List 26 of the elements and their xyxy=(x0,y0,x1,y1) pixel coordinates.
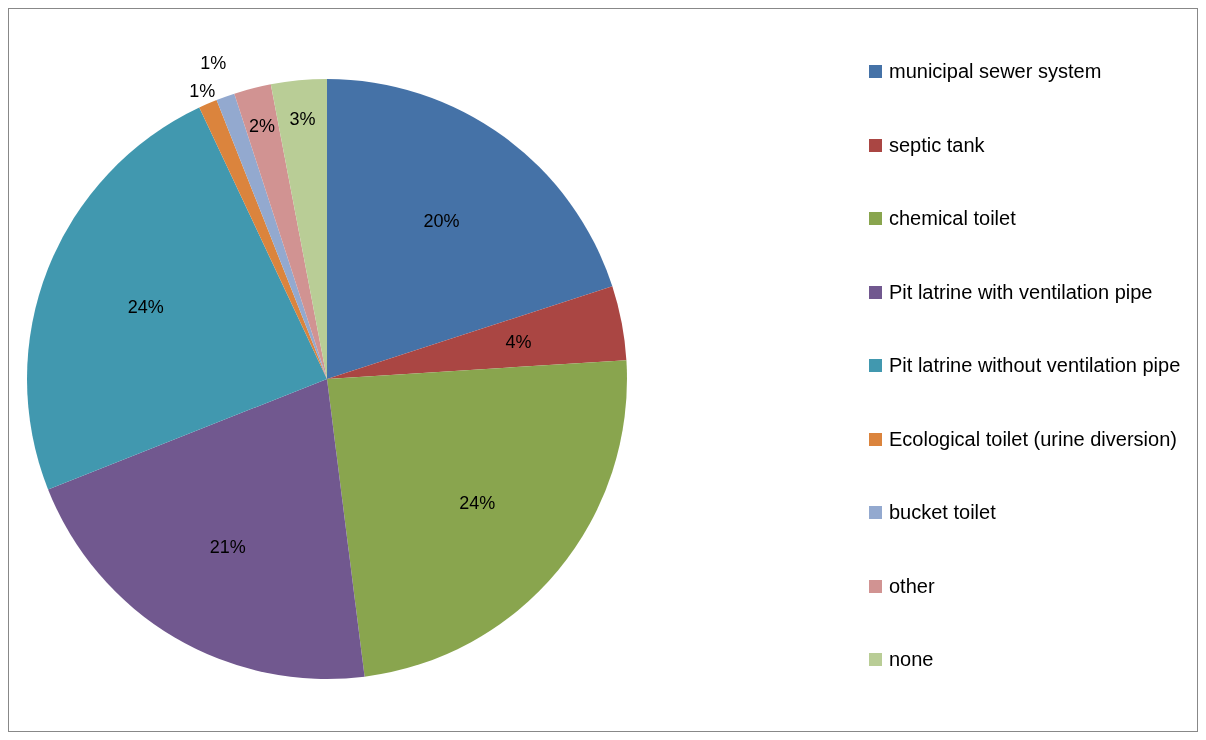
data-label: 2% xyxy=(249,116,276,137)
pie-slice xyxy=(327,286,627,379)
data-label: 24% xyxy=(459,493,496,514)
pie-slice xyxy=(216,93,327,379)
legend-label: none xyxy=(889,647,934,672)
legend-label: other xyxy=(889,573,935,599)
data-label: 3% xyxy=(289,109,316,130)
legend-label: municipal sewer system xyxy=(889,59,1102,84)
legend-label: Pit latrine without ventilation pipe xyxy=(889,353,1181,378)
pie-slice xyxy=(327,79,613,379)
legend-label: Pit latrine with ventilation pipe xyxy=(889,279,1153,305)
pie-slice xyxy=(199,100,327,379)
pie-slice xyxy=(48,379,365,679)
legend-label: Ecological toilet (urine diversion) xyxy=(889,426,1177,452)
data-label: 20% xyxy=(423,211,460,232)
legend-label: chemical toilet xyxy=(889,206,1016,231)
data-label: 1% xyxy=(189,80,216,101)
data-label: 21% xyxy=(209,536,246,557)
pie-slice xyxy=(327,360,627,677)
legend-label: bucket toilet xyxy=(889,500,996,525)
data-label: 24% xyxy=(127,297,164,318)
pie-slice xyxy=(234,84,327,379)
data-label: 1% xyxy=(200,52,227,73)
data-label: 4% xyxy=(505,332,532,353)
legend-label: septic tank xyxy=(889,132,985,158)
pie-slice xyxy=(27,107,327,490)
